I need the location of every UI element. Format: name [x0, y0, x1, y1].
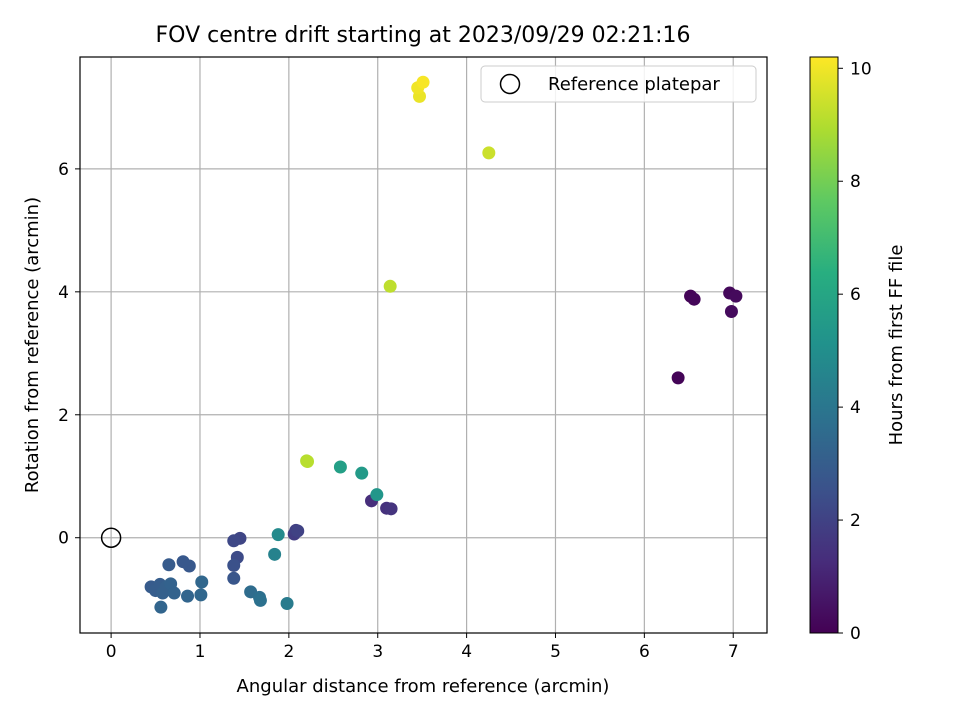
colorbar-ticks: 0 2 4 6 8 10	[838, 59, 872, 644]
data-point	[268, 547, 282, 561]
chart-title: FOV centre drift starting at 2023/09/29 …	[156, 23, 691, 48]
x-tick-label: 3	[372, 642, 383, 662]
y-ticks: 0 2 4 6	[58, 160, 80, 549]
data-point	[333, 460, 347, 474]
x-tick-label: 6	[639, 642, 650, 662]
x-axis-label: Angular distance from reference (arcmin)	[237, 676, 610, 697]
x-ticks: 0 1 2 3 4 5 6 7	[106, 633, 739, 662]
data-point	[227, 558, 241, 572]
x-tick-label: 1	[195, 642, 206, 662]
data-point	[227, 534, 241, 548]
data-point	[154, 600, 168, 614]
data-point	[729, 289, 743, 303]
x-tick-label: 0	[106, 642, 117, 662]
y-tick-label: 4	[58, 283, 69, 303]
colorbar-tick-label: 2	[850, 511, 861, 531]
data-point	[301, 454, 315, 468]
x-tick-label: 4	[461, 642, 472, 662]
colorbar-tick-label: 6	[850, 285, 861, 305]
colorbar-tick-label: 10	[850, 59, 872, 79]
colorbar-gradient	[809, 56, 839, 634]
y-axis-label: Rotation from reference (arcmin)	[22, 197, 43, 493]
data-point	[291, 524, 305, 538]
reference-point-marker	[100, 527, 122, 548]
data-point	[227, 571, 241, 585]
data-point	[195, 575, 209, 589]
data-point	[194, 588, 208, 602]
legend-box	[480, 65, 757, 103]
colorbar-tick-label: 4	[850, 398, 861, 418]
colorbar-label: Hours from first FF file	[886, 245, 907, 446]
y-tick-label: 6	[58, 160, 69, 180]
data-point	[271, 528, 285, 542]
y-tick-label: 0	[58, 529, 69, 549]
data-point	[162, 558, 176, 572]
data-point	[253, 593, 267, 607]
plot-frame	[79, 56, 768, 634]
legend-marker-icon	[499, 73, 521, 95]
points-layer	[100, 75, 743, 614]
data-point	[176, 555, 190, 569]
data-point	[355, 466, 369, 480]
data-point	[671, 371, 685, 385]
data-point	[167, 586, 181, 600]
data-point	[280, 596, 294, 610]
data-point	[384, 502, 398, 516]
colorbar: 0 2 4 6 8 10 Hours from first FF file	[809, 56, 907, 644]
x-tick-label: 5	[550, 642, 561, 662]
data-point	[416, 75, 430, 89]
data-point	[370, 488, 384, 502]
colorbar-tick-label: 8	[850, 172, 861, 192]
colorbar-tick-label: 0	[850, 624, 861, 644]
legend: Reference platepar	[480, 65, 757, 103]
x-tick-label: 2	[283, 642, 294, 662]
x-tick-label: 7	[728, 642, 739, 662]
data-point	[482, 146, 496, 160]
grid-layer	[80, 57, 767, 633]
y-tick-label: 2	[58, 406, 69, 426]
data-point	[383, 279, 397, 293]
legend-label: Reference platepar	[548, 74, 720, 95]
data-point	[181, 589, 195, 603]
data-point	[687, 292, 701, 306]
data-point	[724, 304, 738, 318]
